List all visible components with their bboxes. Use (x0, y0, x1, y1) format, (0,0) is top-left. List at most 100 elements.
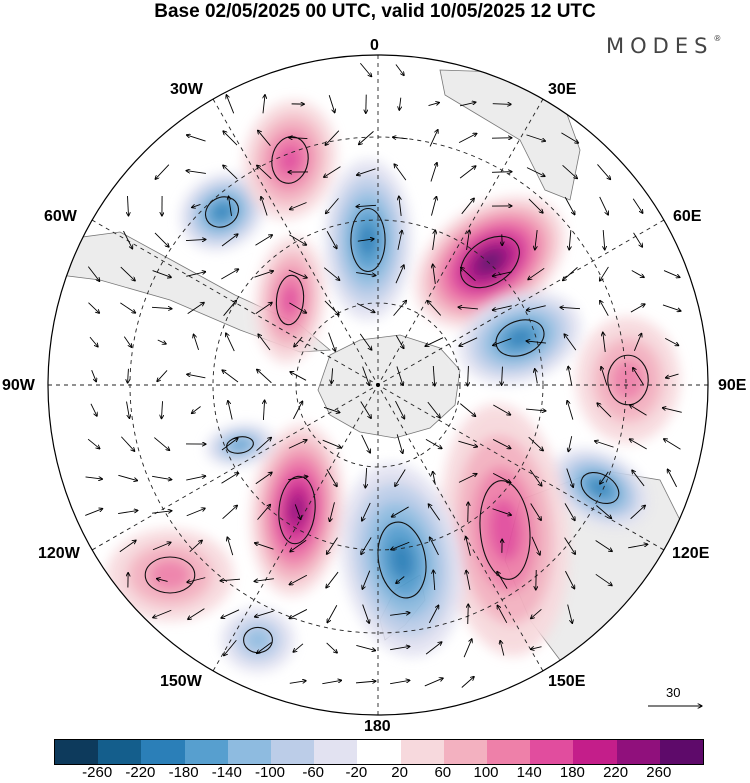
wind-arrow (427, 401, 440, 418)
wind-arrow (118, 474, 137, 480)
wind-arrow (254, 271, 274, 278)
wind-arrow (629, 405, 647, 416)
colorbar-bin-13 (616, 740, 660, 764)
wind-arrow (256, 437, 272, 452)
wind-arrow (492, 305, 512, 310)
wind-arrow (255, 235, 272, 246)
wind-arrow (399, 196, 402, 216)
wind-arrow (85, 477, 103, 479)
colorbar-tick-label: 20 (391, 764, 408, 781)
wind-arrow (255, 543, 274, 550)
wind-arrow (391, 506, 409, 517)
wind-arrow (290, 372, 307, 381)
wind-arrow (258, 334, 271, 351)
wind-arrow (361, 537, 372, 554)
wind-arrow (362, 502, 371, 521)
wind-arrow (85, 509, 102, 516)
wind-arrow (491, 172, 512, 173)
logo-text: MODES (606, 34, 714, 58)
wind-arrow (221, 438, 238, 451)
wind-arrow (458, 133, 477, 144)
wind-arrow (526, 341, 546, 343)
lon-label-30e: 30E (548, 81, 577, 98)
colorbar-bin-0 (55, 740, 99, 764)
colorbar-tick-label: -180 (168, 764, 199, 781)
wind-arrow (601, 366, 608, 386)
wind-arrow (119, 540, 136, 553)
wind-arrow (187, 302, 205, 314)
wind-arrow (362, 604, 370, 624)
wind-arrow (425, 642, 442, 655)
colorbar-bin-5 (271, 740, 315, 764)
wind-arrow (326, 571, 339, 588)
reference-vector-label: 30 (666, 685, 681, 700)
colorbar-tick-label: -20 (345, 764, 368, 781)
lon-label-180: 180 (364, 718, 391, 735)
anomaly-level (231, 439, 249, 451)
wind-arrow (468, 365, 469, 386)
wind-arrow (466, 536, 471, 556)
wind-arrow (123, 230, 132, 249)
wind-arrow (528, 436, 544, 451)
wind-arrow (458, 474, 477, 483)
anomaly-contour (144, 556, 196, 594)
wind-arrow (603, 332, 606, 352)
wind-arrow (390, 613, 410, 616)
wind-arrow (563, 267, 578, 280)
wind-arrow (223, 131, 238, 146)
wind-arrow (294, 504, 301, 519)
wind-arrow (289, 234, 306, 245)
wind-arrow (322, 680, 341, 685)
wind-arrow (629, 439, 647, 450)
wind-arrow (566, 468, 574, 488)
anomaly-contour (271, 136, 309, 184)
wind-arrow (185, 239, 206, 240)
wind-arrow (431, 196, 436, 216)
wind-arrow (492, 439, 511, 448)
wind-arrow (359, 131, 374, 144)
wind-arrow (466, 570, 471, 590)
wind-arrow (289, 681, 306, 684)
wind-arrow (186, 171, 206, 174)
wind-arrow (186, 135, 206, 142)
wind-arrow (152, 475, 172, 479)
wind-arrow (227, 537, 234, 556)
wind-arrow (597, 164, 610, 179)
wind-arrow (433, 471, 436, 485)
wind-arrow (394, 164, 407, 181)
wind-arrow (395, 400, 404, 419)
wind-arrow (326, 642, 338, 653)
wind-arrow (630, 505, 646, 520)
wind-arrow (360, 62, 371, 77)
wind-arrow (633, 232, 643, 247)
wind-arrow (361, 434, 371, 453)
lon-label-30w: 30W (170, 81, 203, 98)
wind-arrow (289, 574, 308, 584)
wind-arrow (502, 366, 503, 386)
anomaly-contour (607, 354, 649, 406)
wind-arrow (497, 571, 508, 589)
wind-arrow (257, 165, 272, 180)
wind-arrow (595, 573, 612, 585)
wind-arrow (425, 439, 442, 448)
anomaly-contour (275, 274, 305, 326)
wind-arrow (633, 333, 641, 351)
wind-arrow (395, 64, 404, 75)
lon-label-120w: 120W (38, 545, 80, 562)
colorbar-bin-9 (443, 740, 488, 764)
wind-arrow (628, 544, 648, 549)
colorbar-tick-label: 220 (603, 764, 629, 781)
wind-arrow (263, 400, 264, 421)
wind-arrow (395, 469, 406, 486)
wind-arrow (396, 366, 403, 385)
anomaly-level (213, 204, 231, 220)
wind-arrow (561, 132, 578, 143)
wind-arrow (664, 337, 679, 345)
logo-mark: ® (713, 34, 722, 43)
wind-arrow (360, 401, 372, 418)
colorbar-bin-11 (530, 740, 574, 764)
anomaly-contour (278, 475, 316, 545)
wind-arrow (396, 576, 405, 583)
wind-arrow (87, 266, 99, 282)
anomaly-level (148, 559, 192, 591)
